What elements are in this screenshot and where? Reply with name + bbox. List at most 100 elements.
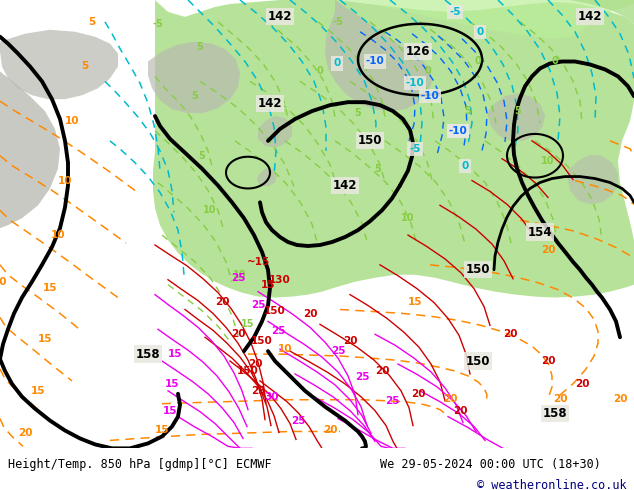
Text: 10: 10: [278, 344, 292, 354]
Text: 25: 25: [251, 386, 265, 396]
Text: -10: -10: [449, 126, 467, 136]
Text: 5: 5: [515, 106, 521, 116]
Polygon shape: [488, 93, 545, 141]
Text: -5: -5: [410, 144, 421, 154]
Text: -10: -10: [420, 91, 439, 101]
Text: 15: 15: [408, 296, 422, 307]
Text: 20: 20: [453, 406, 467, 416]
Text: 130: 130: [269, 275, 291, 285]
Text: 20: 20: [18, 428, 32, 439]
Text: 5: 5: [465, 106, 471, 116]
Polygon shape: [325, 0, 432, 111]
Text: 15: 15: [31, 386, 45, 396]
Text: 25: 25: [271, 326, 285, 336]
Text: -5: -5: [153, 19, 164, 29]
Polygon shape: [153, 0, 634, 297]
Text: Height/Temp. 850 hPa [gdmp][°C] ECMWF: Height/Temp. 850 hPa [gdmp][°C] ECMWF: [8, 458, 271, 471]
Polygon shape: [258, 116, 292, 148]
Text: -10: -10: [406, 78, 424, 88]
Text: 20: 20: [343, 336, 357, 346]
Text: 30: 30: [265, 392, 279, 402]
Text: 142: 142: [258, 97, 282, 110]
Text: 20: 20: [541, 356, 555, 366]
Polygon shape: [570, 0, 634, 24]
Text: 0: 0: [476, 27, 484, 37]
Text: 150: 150: [466, 263, 490, 276]
Text: 5: 5: [81, 61, 89, 72]
Text: 20: 20: [612, 394, 627, 404]
Text: 20: 20: [323, 425, 337, 436]
Text: -10: -10: [366, 56, 384, 67]
Text: 0: 0: [425, 67, 431, 76]
Text: 25: 25: [355, 372, 369, 382]
Text: 20: 20: [503, 329, 517, 339]
Text: 158: 158: [136, 347, 160, 361]
Text: 126: 126: [406, 45, 430, 58]
Text: 0: 0: [316, 67, 323, 76]
Text: 15: 15: [261, 280, 275, 290]
Text: 25: 25: [291, 416, 305, 426]
Text: 15: 15: [38, 334, 52, 344]
Text: 20: 20: [248, 359, 262, 369]
Text: 25: 25: [251, 299, 265, 310]
Text: 5: 5: [88, 17, 96, 27]
Text: ~15: ~15: [247, 257, 269, 267]
Text: 15: 15: [242, 319, 255, 329]
Text: 10: 10: [65, 116, 79, 126]
Text: 150: 150: [466, 355, 490, 368]
Polygon shape: [0, 0, 60, 228]
Text: 142: 142: [333, 179, 357, 192]
Text: 20: 20: [375, 366, 389, 376]
Text: 20: 20: [541, 245, 555, 255]
Text: 5: 5: [198, 151, 205, 161]
Text: 15: 15: [155, 425, 169, 436]
Text: 154: 154: [527, 225, 552, 239]
Text: 158: 158: [543, 407, 567, 420]
Text: 10: 10: [204, 205, 217, 215]
Text: 20: 20: [553, 394, 567, 404]
Text: 150: 150: [237, 366, 259, 376]
Text: 20: 20: [303, 310, 317, 319]
Text: 15: 15: [168, 349, 182, 359]
Text: -5: -5: [450, 7, 461, 17]
Text: 150: 150: [358, 134, 382, 147]
Text: 10: 10: [58, 175, 72, 186]
Text: 10: 10: [401, 213, 415, 223]
Text: 0: 0: [462, 161, 469, 171]
Text: 142: 142: [578, 10, 602, 24]
Polygon shape: [257, 169, 277, 187]
Text: 5: 5: [197, 42, 204, 51]
Polygon shape: [568, 155, 618, 204]
Text: 5: 5: [354, 108, 361, 118]
Text: 0: 0: [333, 58, 340, 69]
Text: We 29-05-2024 00:00 UTC (18+30): We 29-05-2024 00:00 UTC (18+30): [380, 458, 601, 471]
Text: 20: 20: [215, 296, 230, 307]
Text: 142: 142: [268, 10, 292, 24]
Text: 25: 25: [331, 346, 346, 356]
Polygon shape: [0, 0, 118, 99]
Text: 20: 20: [411, 389, 425, 399]
Text: 25: 25: [231, 273, 245, 283]
Text: 5: 5: [191, 91, 198, 101]
Text: 10: 10: [233, 270, 247, 280]
Text: 20: 20: [575, 379, 589, 389]
Text: 150: 150: [251, 336, 273, 346]
Text: 10: 10: [541, 156, 555, 166]
Text: -10: -10: [449, 126, 467, 136]
Text: 150: 150: [264, 306, 286, 317]
Text: 15: 15: [163, 406, 178, 416]
Text: 10: 10: [0, 277, 7, 287]
Text: 0: 0: [552, 56, 559, 67]
Text: 25: 25: [385, 396, 399, 406]
Text: 20: 20: [231, 329, 245, 339]
Text: 20: 20: [443, 394, 457, 404]
Text: © weatheronline.co.uk: © weatheronline.co.uk: [477, 479, 626, 490]
Polygon shape: [280, 0, 634, 39]
Text: 10: 10: [51, 230, 65, 240]
Text: -5: -5: [333, 17, 344, 27]
Polygon shape: [148, 42, 240, 113]
Text: 15: 15: [165, 379, 179, 389]
Text: 0: 0: [475, 56, 481, 67]
Text: 5: 5: [375, 164, 382, 173]
Text: 15: 15: [42, 283, 57, 293]
